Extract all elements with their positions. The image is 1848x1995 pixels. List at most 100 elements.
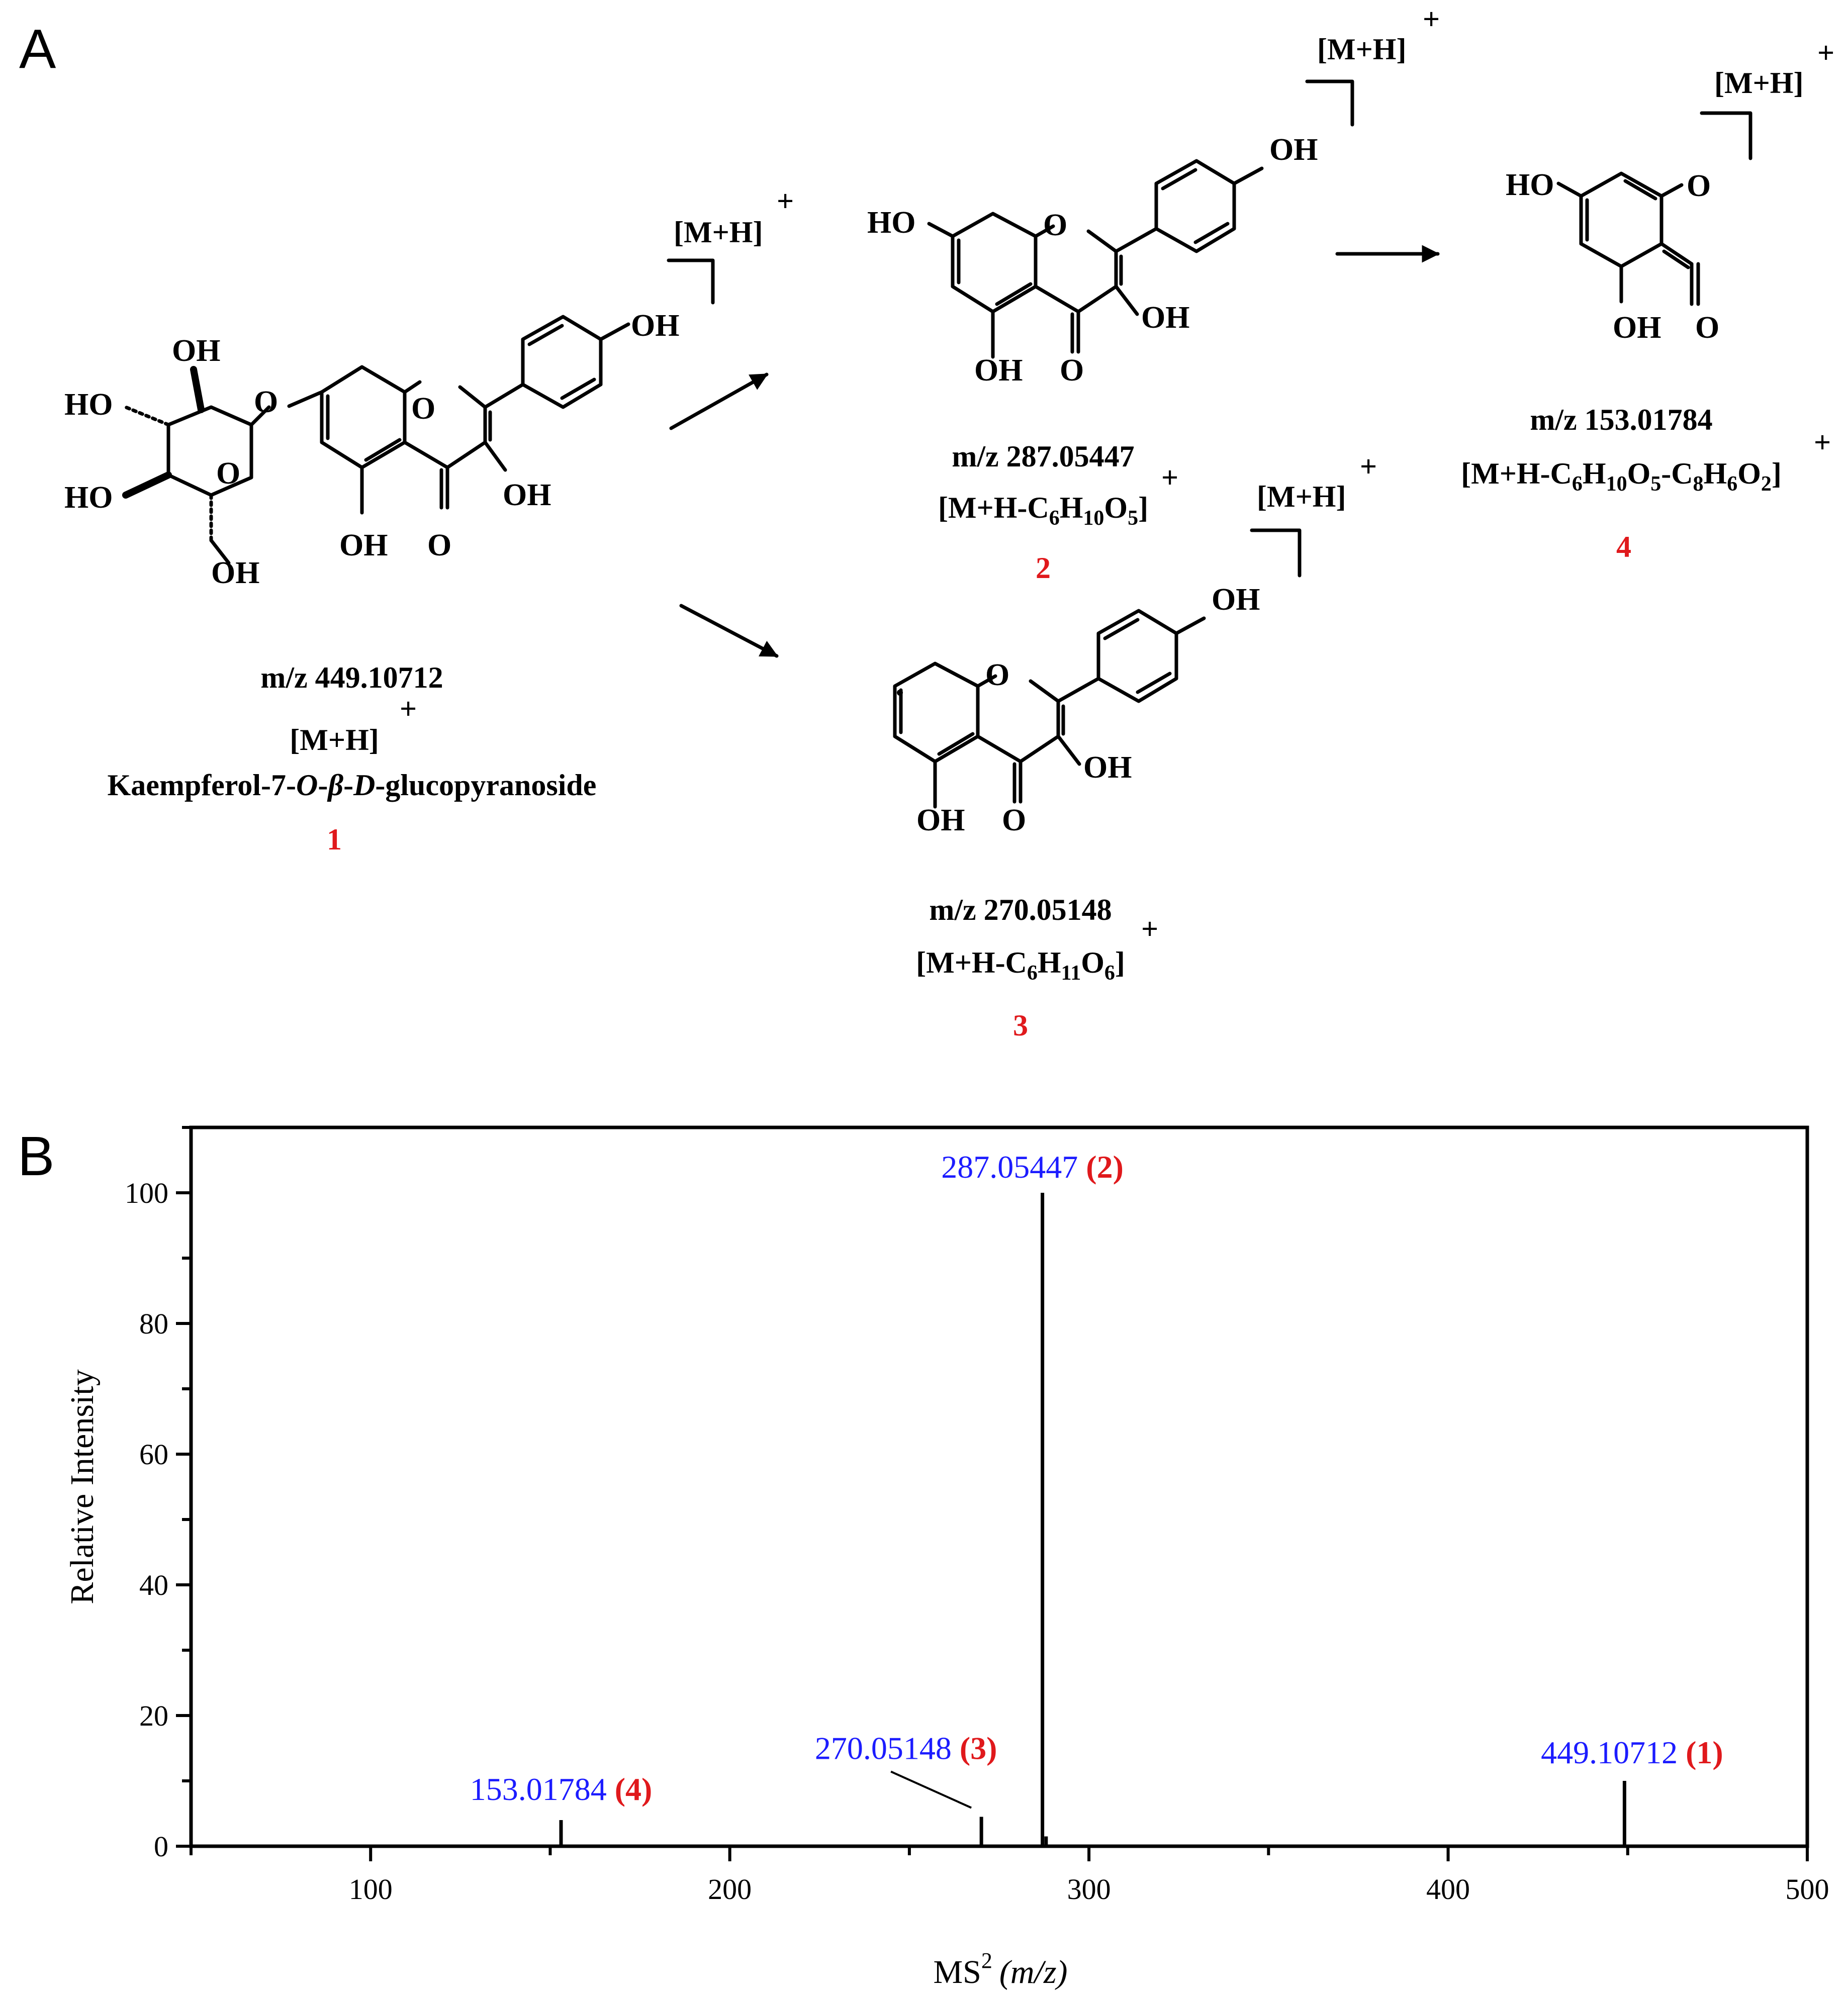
compound-1-3-oh: OH [503, 478, 551, 512]
peak-label-mz: 270.05148 [815, 1731, 960, 1766]
compound-1-sugar-ho-left: HO [64, 388, 113, 422]
compound-4-number: 4 [1616, 530, 1631, 563]
y-tick-label: 40 [139, 1569, 168, 1601]
peak-label-mz: 287.05447 [941, 1149, 1086, 1185]
peak-labels: 153.01784 (4) 270.05148 (3) 287.05447 (2) 4… [470, 1149, 1723, 1809]
y-tick-label: 60 [139, 1438, 168, 1471]
compound-1-ion-bracket: [M+H] + [667, 184, 794, 305]
peak-label-mz: 449.10712 [1541, 1735, 1686, 1770]
compound-2-ion-charge: + [1423, 3, 1440, 36]
compound-1-sugar-ring-oxygen: O [216, 456, 240, 491]
compound-1-ion-label: [M+H] [674, 216, 763, 249]
compound-4-formula: [M+H-C6H10O5-C8H6O2] [1461, 457, 1782, 496]
peak-label: 270.05148 (3) [815, 1731, 997, 1766]
compound-3-number: 3 [1013, 1009, 1028, 1042]
ms2-spectrum-chart: 100 200 300 400 500 0 20 40 60 80 100 153.01784 (… [64, 1125, 1829, 1990]
compound-1-number: 1 [327, 823, 342, 856]
x-tick-label: 200 [708, 1873, 752, 1906]
x-axis-title: MS2 (m/z) [933, 1948, 1067, 1990]
structure-compound-4: HO O OH O [1506, 168, 1719, 345]
compound-3-ion-label: [M+H] [1257, 480, 1346, 513]
compound-1-carbonyl-oxygen: O [427, 528, 451, 562]
y-axis: 0 20 40 60 80 100 [125, 1126, 191, 1863]
compound-4-formula-charge: + [1814, 426, 1831, 459]
compound-3-formula: [M+H-C6H11O6] [916, 946, 1125, 985]
structure-compound-2: O O OH OH HO OH [867, 133, 1318, 388]
peak-label-id: (3) [960, 1731, 997, 1766]
compound-2-3-oh: OH [1141, 301, 1189, 335]
panel-a: A [19, 3, 1834, 1042]
compound-4-ion-bracket: [M+H] + [1700, 36, 1834, 160]
compound-1-ion-charge: + [777, 184, 794, 218]
x-tick-label: 100 [349, 1873, 393, 1906]
structure-compound-3: O O OH OH OH [893, 583, 1260, 837]
compound-4-ho: HO [1506, 168, 1554, 202]
compound-3-4prime-oh: OH [1212, 583, 1260, 617]
compound-4-aldehyde-oxygen: O [1695, 311, 1719, 345]
compound-3-ion-charge: + [1360, 450, 1377, 483]
compound-1-name: Kaempferol-7-O-β-D-glucopyranoside [108, 769, 597, 802]
compound-4-ion-charge: + [1817, 36, 1834, 69]
compound-3-ion-bracket: [M+H] + [1250, 450, 1377, 578]
compound-2-formula-charge: + [1161, 461, 1178, 494]
x-axis: 100 200 300 400 500 [190, 1846, 1829, 1906]
compound-3-formula-charge: + [1141, 912, 1158, 945]
compound-2-5-oh: OH [974, 353, 1023, 388]
compound-2-formula: [M+H-C6H10O5] [938, 491, 1148, 530]
peak-label-id: (4) [615, 1771, 653, 1807]
compound-3-caption: m/z 270.05148 [M+H-C6H11O6] + 3 [916, 893, 1158, 1042]
compound-3-carbonyl-oxygen: O [1002, 803, 1026, 837]
compound-1-caption: m/z 449.10712 [M+H] + Kaempferol-7-O-β-D… [108, 661, 597, 856]
y-tick-label: 80 [139, 1307, 168, 1340]
compound-2-7-ho: HO [867, 206, 915, 240]
peak-label-id: (1) [1686, 1735, 1723, 1770]
compound-3-5-oh: OH [916, 803, 965, 837]
compound-4-mz: m/z 153.01784 [1530, 403, 1712, 436]
peak-label-id: (2) [1086, 1149, 1124, 1185]
y-tick-label: 20 [139, 1699, 168, 1732]
compound-1-ring-oxygen: O [411, 392, 435, 426]
compound-2-number: 2 [1036, 551, 1051, 585]
y-tick-label: 100 [125, 1177, 168, 1209]
compound-2-caption: m/z 287.05447 [M+H-C6H10O5] + 2 [938, 440, 1178, 585]
plot-frame [189, 1125, 1809, 1848]
compound-4-oh: OH [1613, 311, 1661, 345]
compound-4-ketone-oxygen: O [1687, 169, 1711, 203]
y-tick-label: 0 [154, 1830, 168, 1863]
compound-3-3-oh: OH [1083, 750, 1132, 785]
compound-1-mz: m/z 449.10712 [260, 661, 443, 694]
compound-1-sugar-oh-top: OH [172, 334, 220, 368]
compound-1-ch2oh: OH [211, 556, 259, 590]
compound-3-radical-dot [897, 690, 903, 696]
structure-compound-1: O O OH OH OH O OH HO HO O OH [64, 309, 679, 590]
compound-2-mz: m/z 287.05447 [952, 440, 1134, 473]
x-tick-label: 500 [1786, 1873, 1829, 1906]
compound-4-caption: m/z 153.01784 [M+H-C6H10O5-C8H6O2] + 4 [1461, 403, 1831, 563]
arrow-1-to-3 [679, 604, 779, 658]
x-tick-label: 400 [1426, 1873, 1470, 1906]
panel-b: B 100 200 300 400 500 0 20 40 60 80 100 153.01784… [18, 1125, 1829, 1990]
compound-3-bonds [893, 609, 1206, 809]
compound-1-glycosidic-oxygen: O [254, 385, 278, 419]
compound-3-ring-oxygen: O [985, 658, 1009, 692]
compound-2-4prime-oh: OH [1269, 133, 1318, 167]
panel-a-letter: A [19, 18, 56, 80]
compound-2-ion-label: [M+H] [1317, 33, 1406, 66]
compound-1-formula-charge: + [400, 692, 417, 725]
compound-2-bonds [927, 159, 1264, 359]
peak-label-mz: 153.01784 [470, 1771, 615, 1807]
compound-2-ion-bracket: [M+H] + [1305, 3, 1440, 127]
compound-4-bonds [1556, 171, 1700, 306]
x-tick-label: 300 [1067, 1873, 1111, 1906]
peak-label: 287.05447 (2) [941, 1149, 1124, 1185]
arrow-1-to-2 [669, 372, 769, 430]
compound-2-carbonyl-oxygen: O [1060, 353, 1084, 388]
compound-1-sugar-ho-bottom: HO [64, 481, 113, 515]
peak-label: 449.10712 (1) [1541, 1735, 1723, 1770]
compound-4-ion-label: [M+H] [1714, 66, 1803, 100]
compound-1-4prime-oh: OH [631, 309, 679, 343]
compound-1-formula: [M+H] [290, 723, 379, 756]
y-axis-title: Relative Intensity [64, 1369, 101, 1604]
peak-label: 153.01784 (4) [470, 1771, 653, 1807]
